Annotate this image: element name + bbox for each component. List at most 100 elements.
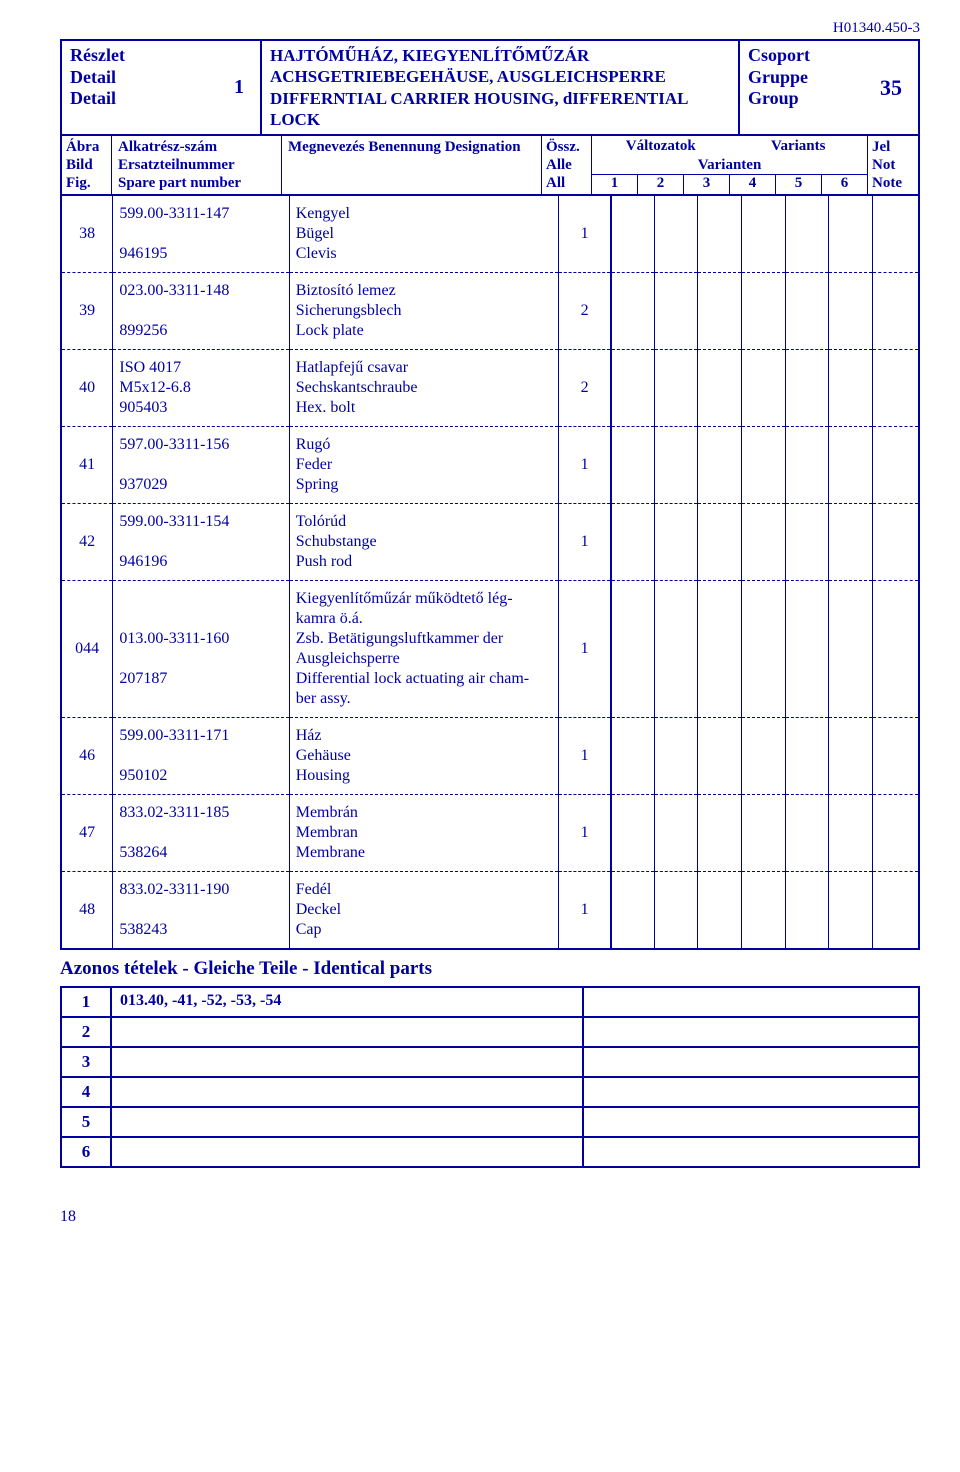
note-cell	[872, 581, 919, 718]
part-number-cell: 599.00-3311-171 950102	[113, 718, 289, 795]
detail-label-de: Detail	[70, 67, 125, 89]
part-number-line: 599.00-3311-154	[119, 512, 282, 532]
designation-line: Hatlapfejű csavar	[296, 358, 553, 378]
part-number-line: 599.00-3311-147	[119, 204, 282, 224]
note-cell	[872, 350, 919, 427]
designation-line: Membrane	[296, 843, 553, 863]
table-row: 40ISO 4017M5x12-6.8905403Hatlapfejű csav…	[61, 350, 919, 427]
fig-number: 39	[61, 273, 113, 350]
variant-cell	[611, 795, 655, 872]
part-number-line	[119, 649, 282, 669]
part-number-line: 833.02-3311-190	[119, 880, 282, 900]
quantity-cell: 1	[559, 196, 611, 273]
table-row: 48833.02-3311-190 538243FedélDeckelCap1	[61, 872, 919, 950]
identical-row: 3	[62, 1046, 918, 1076]
quantity-cell: 1	[559, 872, 611, 950]
variant-cell	[611, 504, 655, 581]
colhdr-all-en: All	[546, 175, 565, 191]
group-label-hu: Csoport	[748, 45, 810, 67]
variant-cell	[742, 196, 786, 273]
variant-cell	[611, 872, 655, 950]
part-number-line	[119, 900, 282, 920]
designation-line: Feder	[296, 455, 553, 475]
designation-line: Ház	[296, 726, 553, 746]
colhdr-note-hu: Jel	[872, 139, 890, 155]
designation-line: Fedél	[296, 880, 553, 900]
variant-cell	[611, 350, 655, 427]
part-number-line	[119, 746, 282, 766]
table-row: 39023.00-3311-148 899256 Biztosító lemezS…	[61, 273, 919, 350]
group-label-de: Gruppe	[748, 67, 810, 89]
designation-line: Cap	[296, 920, 553, 940]
variant-cell	[829, 350, 873, 427]
designation-line: Membran	[296, 823, 553, 843]
variant-cell	[611, 196, 655, 273]
identical-row-empty	[584, 988, 918, 1016]
variant-cell	[829, 718, 873, 795]
quantity-cell: 1	[559, 504, 611, 581]
variant-cell	[698, 795, 742, 872]
group-number: 35	[880, 75, 910, 101]
identical-row: 2	[62, 1016, 918, 1046]
part-number-line	[119, 823, 282, 843]
part-number-cell: 023.00-3311-148 899256	[113, 273, 289, 350]
designation-cell: MembránMembranMembrane	[289, 795, 559, 872]
variant-cell	[698, 350, 742, 427]
colhdr-fig-en: Fig.	[66, 175, 91, 191]
designation-cell: HázGehäuseHousing	[289, 718, 559, 795]
part-number-cell: 599.00-3311-147 946195	[113, 196, 289, 273]
designation-line: Housing	[296, 766, 553, 786]
designation-line: Push rod	[296, 552, 553, 572]
designation-line: Sechskantschraube	[296, 378, 553, 398]
identical-row-number: 5	[62, 1108, 112, 1136]
part-number-cell: 597.00-3311-156 937029	[113, 427, 289, 504]
designation-line: Differential lock actuating air cham-	[296, 669, 553, 689]
variant-col-6: 6	[822, 175, 867, 194]
variant-cell	[785, 504, 829, 581]
variant-cell	[742, 581, 786, 718]
fig-number: 48	[61, 872, 113, 950]
document-code: H01340.450-3	[60, 20, 920, 37]
quantity-cell: 2	[559, 350, 611, 427]
variant-cell	[829, 504, 873, 581]
variant-cell	[785, 350, 829, 427]
part-number-line	[119, 532, 282, 552]
designation-line: Gehäuse	[296, 746, 553, 766]
part-number-cell: 599.00-3311-154 946196	[113, 504, 289, 581]
designation-line: Kengyel	[296, 204, 553, 224]
identical-row: 6	[62, 1136, 918, 1168]
colhdr-all-de: Alle	[546, 157, 572, 173]
designation-line: Biztosító lemez	[296, 281, 553, 301]
note-cell	[872, 196, 919, 273]
variant-cell	[742, 427, 786, 504]
variant-cell	[698, 504, 742, 581]
identical-row-empty	[584, 1138, 918, 1166]
variant-col-5: 5	[776, 175, 822, 194]
variant-cell	[742, 795, 786, 872]
part-number-line: 950102	[119, 766, 282, 786]
identical-parts-title: Azonos tételek - Gleiche Teile - Identic…	[60, 958, 920, 980]
part-number-line: 946195	[119, 244, 282, 264]
fig-number: 47	[61, 795, 113, 872]
designation-line: Zsb. Betätigungsluftkammer der	[296, 629, 553, 649]
detail-label-en: Detail	[70, 88, 125, 110]
detail-number: 1	[234, 76, 252, 99]
designation-cell: TolórúdSchubstangePush rod	[289, 504, 559, 581]
part-number-line: 023.00-3311-148	[119, 281, 282, 301]
designation-line: Sicherungsblech	[296, 301, 553, 321]
variant-col-1: 1	[592, 175, 638, 194]
variant-cell	[742, 273, 786, 350]
designation-line: ber assy.	[296, 689, 553, 709]
variant-cell	[829, 872, 873, 950]
note-cell	[872, 718, 919, 795]
fig-number: 41	[61, 427, 113, 504]
variant-cell	[829, 427, 873, 504]
variant-cell	[611, 581, 655, 718]
variant-cell	[829, 581, 873, 718]
colhdr-fig-hu: Ábra	[66, 139, 99, 155]
identical-parts-table: 1013.40, -41, -52, -53, -542 3 4 5 6	[60, 986, 920, 1168]
table-row: 42599.00-3311-154 946196TolórúdSchubstan…	[61, 504, 919, 581]
identical-row-number: 4	[62, 1078, 112, 1106]
colhdr-desig-en: Designation	[445, 139, 521, 155]
part-number-line: 538243	[119, 920, 282, 940]
